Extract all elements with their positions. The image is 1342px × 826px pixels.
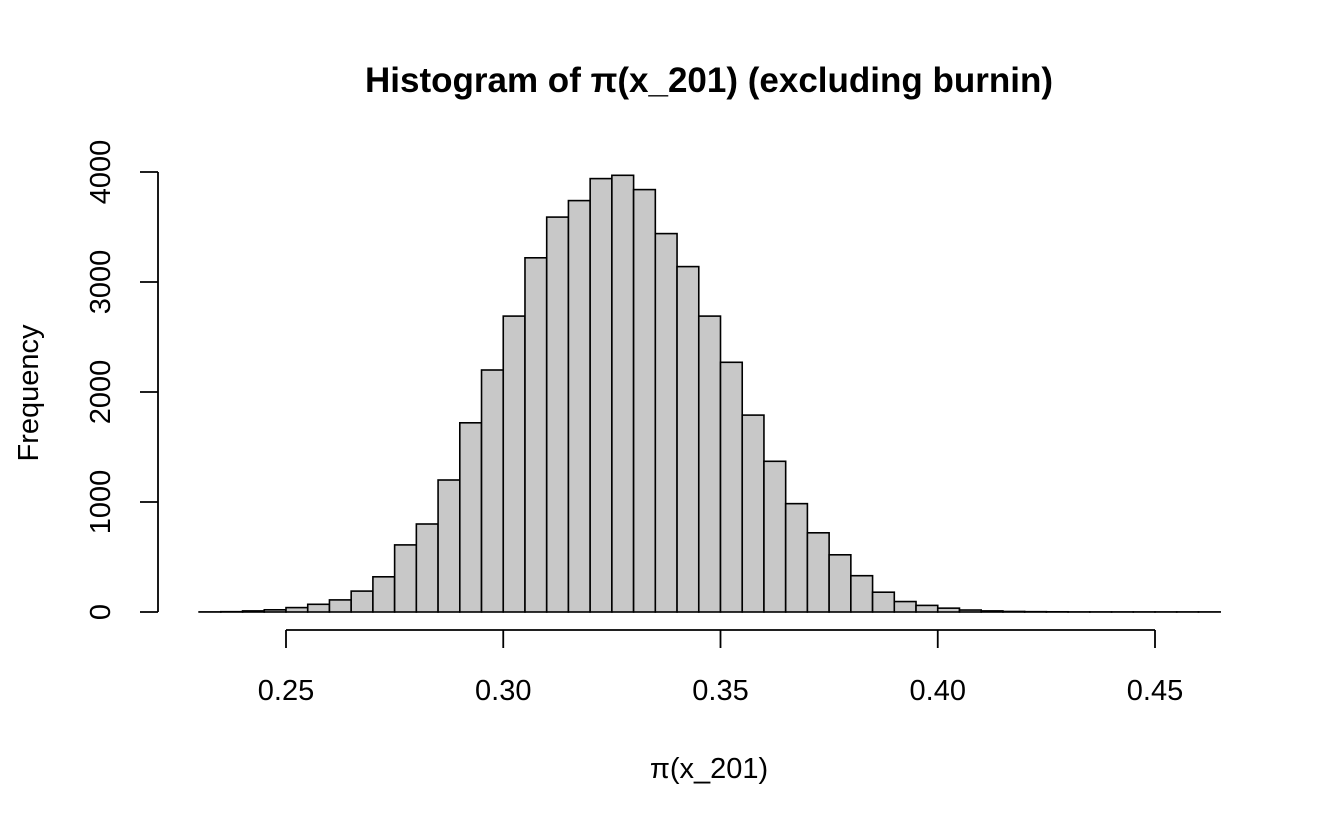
histogram-bar — [502, 315, 526, 613]
x-tick-label: 0.30 — [475, 675, 531, 707]
histogram-bar — [480, 369, 505, 613]
histogram-bar — [741, 414, 765, 613]
histogram-bar — [567, 199, 591, 613]
histogram-bar — [393, 544, 418, 613]
y-tick-label: 0 — [85, 604, 117, 620]
histogram-bar — [306, 603, 331, 613]
histogram-bar — [980, 610, 1004, 613]
histogram-bar — [263, 608, 287, 613]
histogram-bar — [763, 460, 787, 613]
histogram-bar — [437, 479, 461, 613]
chart-title: Histogram of π(x_201) (excluding burnin) — [365, 61, 1053, 100]
histogram-bar — [545, 216, 570, 613]
histogram-bar — [241, 610, 266, 613]
y-tick-label: 2000 — [85, 360, 117, 425]
histogram-bar — [676, 265, 700, 613]
y-tick-label: 3000 — [85, 250, 117, 315]
histogram-bar — [719, 361, 744, 613]
histogram-bar — [328, 599, 352, 613]
y-axis-label: Frequency — [13, 324, 45, 462]
histogram-bar — [697, 315, 722, 613]
histogram-bar — [372, 575, 396, 613]
y-tick-label: 1000 — [85, 470, 117, 535]
histogram-bar — [524, 256, 548, 613]
histogram-bar — [806, 531, 830, 613]
histogram-bar — [893, 600, 917, 613]
histogram-bar — [415, 523, 439, 613]
y-axis: 0 1000 2000 3000 4000 — [85, 140, 159, 620]
histogram-bar — [850, 574, 874, 613]
x-axis: 0.25 0.30 0.35 0.40 0.45 — [258, 629, 1183, 707]
histogram-bar — [784, 502, 809, 613]
histogram-bar — [828, 553, 852, 613]
bars — [198, 174, 1221, 613]
y-tick-label: 4000 — [85, 140, 117, 205]
histogram-bar — [611, 174, 635, 613]
histogram-bar — [936, 607, 961, 613]
x-tick-label: 0.25 — [258, 675, 314, 707]
histogram-bar — [589, 177, 613, 613]
histogram-bar — [632, 188, 657, 613]
x-axis-label: π(x_201) — [650, 753, 768, 785]
histogram-bar — [1002, 610, 1026, 613]
x-tick-label: 0.40 — [910, 675, 966, 707]
histogram-bar — [915, 604, 939, 613]
x-tick-label: 0.35 — [692, 675, 748, 707]
histogram-bar — [871, 591, 896, 613]
histogram-bar — [350, 590, 374, 613]
histogram-bar — [285, 606, 309, 613]
x-tick-label: 0.45 — [1127, 675, 1183, 707]
histogram-bar — [958, 609, 982, 613]
histogram-bar — [458, 421, 483, 613]
histogram-bar — [654, 232, 678, 613]
